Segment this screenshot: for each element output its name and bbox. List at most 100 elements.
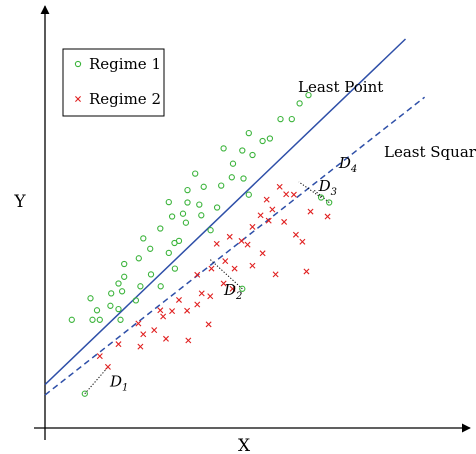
y-axis-label: Y <box>13 192 26 212</box>
legend-regime-1-marker <box>74 60 82 68</box>
regime-1-point <box>81 390 88 397</box>
legend-regime-1-label: Regime 1 <box>89 55 161 73</box>
legend: Regime 1 Regime 2 <box>62 48 165 117</box>
regime-1-point <box>184 186 191 194</box>
regime-1-point <box>107 302 114 309</box>
regime-2-point <box>175 296 182 303</box>
svg-text:D1: D1 <box>109 373 128 394</box>
regime-1-point <box>288 115 295 123</box>
regime-2-point <box>269 206 276 213</box>
regime-1-point <box>168 213 176 220</box>
regime-1-point <box>305 91 312 99</box>
regime-1-point <box>277 115 284 123</box>
regime-1-point <box>200 183 207 190</box>
annotation-d4: D4 <box>338 154 357 175</box>
annotation-d2-letter: D <box>223 281 236 299</box>
regime-2-point <box>283 191 290 198</box>
regime-2-point <box>281 218 288 225</box>
regime-2-point <box>222 258 229 265</box>
regime-1-point <box>184 199 191 206</box>
annotation-d4-subscript: 4 <box>350 164 357 175</box>
annotation-d1-letter: D <box>109 373 122 391</box>
regime-1-point <box>239 285 246 292</box>
regime-1-point <box>218 182 225 189</box>
regime-1-point <box>229 160 237 167</box>
x-axis-label: X <box>238 436 251 454</box>
annotation-d1-subscript: 1 <box>122 383 128 394</box>
regime-2-point <box>238 237 245 244</box>
regime-1-point <box>96 316 103 323</box>
regime-2-point <box>249 262 256 269</box>
regime-1-point <box>259 137 266 145</box>
regime-2-point <box>157 307 164 314</box>
regime-2-point <box>263 196 270 203</box>
regime-1-point <box>198 212 205 219</box>
legend-regime-2-label: Regime 2 <box>89 90 161 108</box>
regime-1-point <box>93 307 101 314</box>
regime-1-point <box>115 305 122 313</box>
regime-2-point <box>198 290 205 297</box>
regime-1-point <box>296 100 303 107</box>
regime-2-point <box>213 240 220 247</box>
data-points <box>68 91 333 397</box>
regime-1-point <box>157 225 164 232</box>
regime-1-point <box>140 235 147 242</box>
regime-2-point <box>185 337 192 344</box>
regime-2-point <box>137 343 144 350</box>
regime-2-point <box>162 335 169 342</box>
regime-2-point <box>324 213 331 220</box>
regime-1-point <box>165 198 172 206</box>
regime-1-point <box>137 283 144 290</box>
regime-1-point <box>239 147 246 154</box>
svg-text:D2: D2 <box>223 281 242 302</box>
regime-1-point <box>182 219 190 226</box>
regime-1-point <box>207 227 214 234</box>
distance-link-d4 <box>312 188 330 203</box>
regime-1-point <box>326 199 333 206</box>
annotation-d3-letter: D <box>318 177 331 195</box>
svg-text:D3: D3 <box>318 177 337 198</box>
regime-2-point <box>231 265 238 272</box>
regime-2-point <box>140 331 147 338</box>
regime-2-point <box>169 308 176 315</box>
regime-2-point <box>292 231 299 238</box>
regime-1-point <box>87 295 94 302</box>
regime-1-point <box>117 316 124 323</box>
regime-1-point <box>147 245 154 252</box>
regime-1-point <box>266 135 274 142</box>
distance-link-d2 <box>209 259 243 290</box>
regime-2-point <box>276 183 283 190</box>
regime-1-point <box>317 194 325 201</box>
regime-2-point <box>307 208 314 215</box>
regime-1-point <box>245 129 252 137</box>
annotation-d3-subscript: 3 <box>331 187 337 198</box>
annotation-d1: D1 <box>109 373 128 394</box>
regime-1-point <box>196 201 203 208</box>
svg-text:D4: D4 <box>338 154 357 175</box>
legend-box <box>62 48 165 117</box>
regime-1-point <box>89 316 96 323</box>
least-square-label: Least Square <box>384 143 476 161</box>
regime-1-point <box>175 237 183 245</box>
regime-2-point <box>299 238 306 245</box>
regime-1-point <box>240 175 247 182</box>
regime-2-point <box>135 320 142 327</box>
least-square-line <box>44 96 426 396</box>
regime-2-point <box>115 341 122 348</box>
regime-2-point <box>303 268 310 275</box>
regime-2-point <box>151 327 158 334</box>
regime-2-point <box>184 307 191 314</box>
least-point-line <box>44 38 407 386</box>
regime-2-point <box>272 271 279 278</box>
regime-1-point <box>108 290 115 297</box>
regime-1-point <box>220 145 227 152</box>
annotation-d4-letter: D <box>338 154 351 172</box>
regime-1-point <box>135 255 142 262</box>
distance-link-d1 <box>84 367 108 395</box>
regime-2-point <box>226 233 233 240</box>
regime-1-point <box>213 204 221 211</box>
regime-2-point <box>249 223 256 230</box>
regime-2-point <box>205 321 212 328</box>
annotation-d2: D2 <box>223 281 242 302</box>
